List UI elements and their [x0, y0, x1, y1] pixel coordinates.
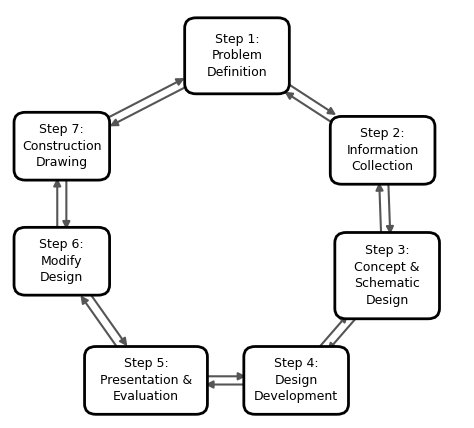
- FancyBboxPatch shape: [244, 347, 348, 414]
- FancyBboxPatch shape: [14, 112, 109, 180]
- Text: Step 2:
Information
Collection: Step 2: Information Collection: [346, 127, 419, 173]
- FancyBboxPatch shape: [185, 18, 289, 94]
- FancyBboxPatch shape: [335, 232, 439, 319]
- Text: Step 5:
Presentation &
Evaluation: Step 5: Presentation & Evaluation: [100, 357, 192, 404]
- FancyBboxPatch shape: [330, 116, 435, 184]
- Text: Step 4:
Design
Development: Step 4: Design Development: [254, 357, 338, 404]
- Text: Step 7:
Construction
Drawing: Step 7: Construction Drawing: [22, 123, 101, 169]
- Text: Step 6:
Modify
Design: Step 6: Modify Design: [39, 238, 84, 284]
- Text: Step 3:
Concept &
Schematic
Design: Step 3: Concept & Schematic Design: [354, 244, 420, 307]
- Text: Step 1:
Problem
Definition: Step 1: Problem Definition: [207, 33, 267, 79]
- FancyBboxPatch shape: [14, 227, 109, 295]
- FancyBboxPatch shape: [84, 347, 208, 414]
